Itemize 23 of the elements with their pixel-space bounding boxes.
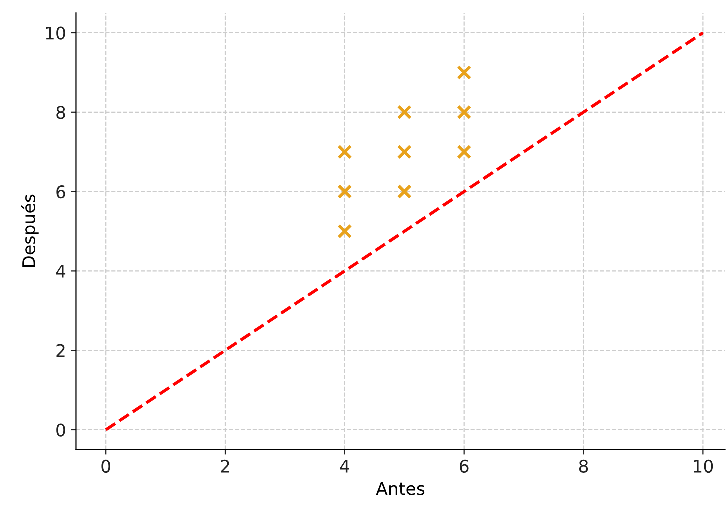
y-tick-label: 0 bbox=[56, 424, 66, 437]
y-tick-label: 8 bbox=[56, 106, 66, 120]
y-tick-label: 4 bbox=[56, 265, 66, 278]
x-tick-label: 10 bbox=[694, 460, 714, 473]
y-tick-label: 2 bbox=[56, 344, 65, 358]
y-axis-title: Después bbox=[21, 194, 39, 268]
point bbox=[338, 224, 352, 239]
point bbox=[457, 144, 472, 160]
point bbox=[397, 105, 412, 120]
point bbox=[397, 144, 412, 160]
x-tick-label: 6 bbox=[460, 460, 469, 473]
point bbox=[457, 65, 472, 80]
x-tick-label: 0 bbox=[102, 460, 110, 473]
point bbox=[457, 105, 472, 120]
point bbox=[338, 144, 352, 160]
x-tick-label: 4 bbox=[340, 460, 350, 473]
y-tick-label: 10 bbox=[46, 26, 66, 40]
x-tick-label: 8 bbox=[579, 460, 588, 473]
x-axis-title: Antes bbox=[376, 482, 425, 496]
y-tick-label: 6 bbox=[56, 186, 66, 199]
point bbox=[338, 184, 352, 200]
x-tick-label: 2 bbox=[221, 460, 230, 473]
point bbox=[397, 184, 412, 200]
